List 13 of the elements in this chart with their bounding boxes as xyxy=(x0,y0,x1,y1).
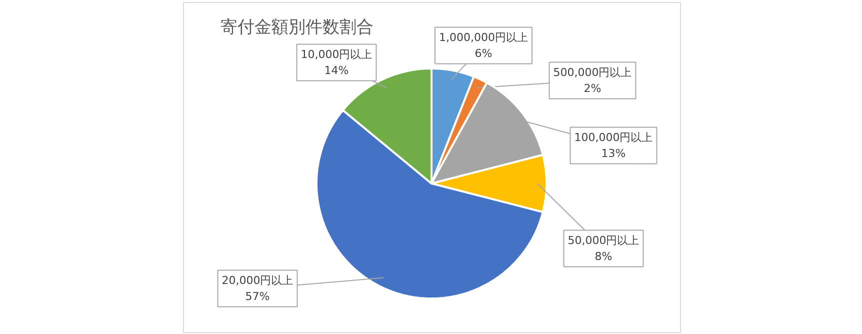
data-label: 2% xyxy=(584,82,602,95)
slice-label: 100,000円以上 xyxy=(574,131,653,144)
slice-label: 50,000円以上 xyxy=(568,234,640,248)
data-label: 14% xyxy=(324,64,349,77)
slice-label: 1,000,000円以上 xyxy=(439,31,528,44)
data-label: 57% xyxy=(245,290,270,303)
slice-label: 10,000円以上 xyxy=(300,48,372,62)
chart-title: 寄付金額別件数割合 xyxy=(220,18,374,38)
data-label: 8% xyxy=(594,250,612,263)
data-label: 6% xyxy=(474,46,492,60)
slice-label: 500,000円以上 xyxy=(553,66,632,80)
slice-label: 20,000円以上 xyxy=(222,274,294,288)
data-label: 13% xyxy=(601,146,626,160)
